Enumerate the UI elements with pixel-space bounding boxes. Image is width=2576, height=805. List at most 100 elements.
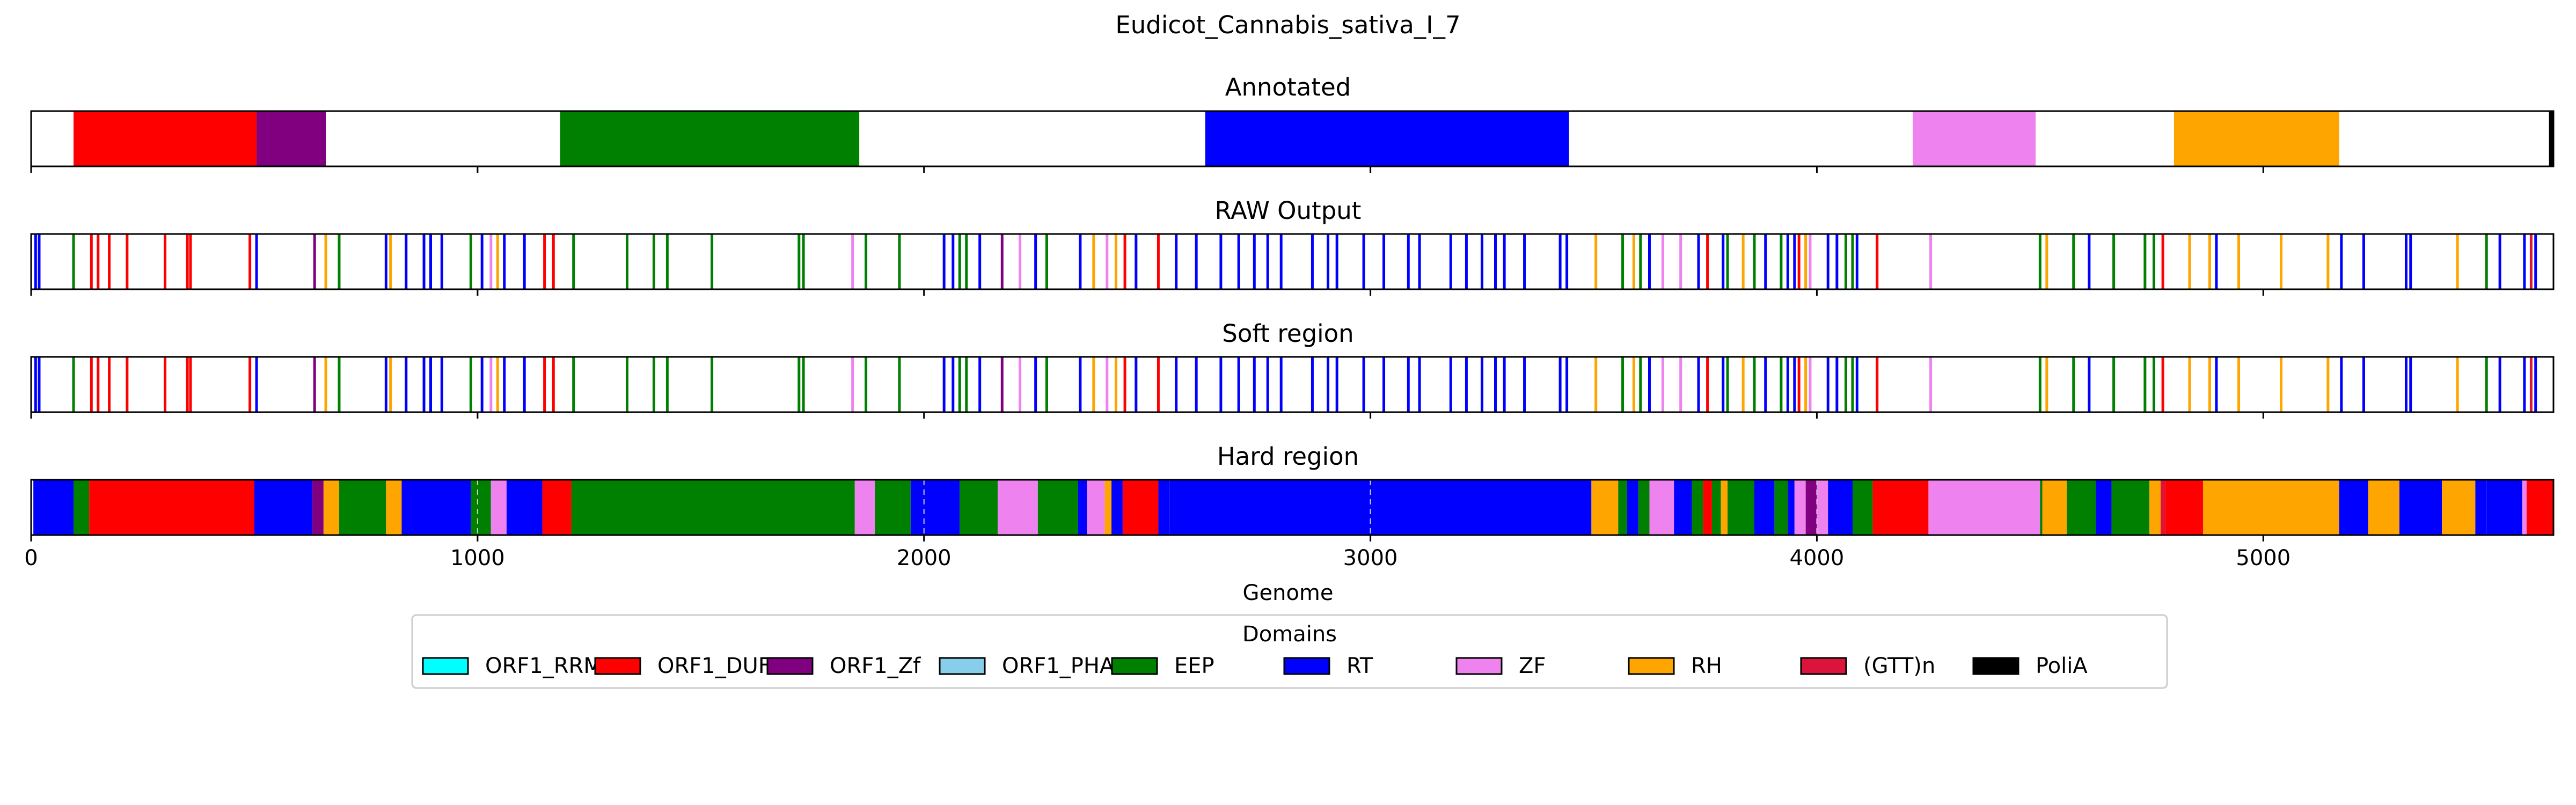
domain-segment: [854, 480, 875, 535]
soft-region-track: [30, 356, 2555, 419]
legend-label: (GTT)n: [1863, 654, 1935, 678]
legend-title: Domains: [1242, 622, 1337, 647]
legend-label: ORF1_DUF: [657, 654, 771, 678]
domain-segment: [1703, 480, 1712, 535]
legend-swatch: [1455, 657, 1503, 675]
track-title: Hard region: [1217, 442, 1359, 471]
domain-segment: [471, 480, 491, 535]
domain-segment: [910, 480, 960, 535]
domain-segment: [1037, 480, 1078, 535]
domain-segment: [257, 111, 326, 166]
domain-segment: [2040, 480, 2043, 535]
domain-segment: [401, 480, 471, 535]
domain-segment: [2549, 111, 2553, 166]
x-axis: 0 1000 2000 3000 4000 5000: [24, 546, 2290, 570]
domain-segment: [542, 480, 572, 535]
domain-segment: [89, 480, 254, 535]
figure-title: Eudicot_Cannabis_sativa_I_7: [1115, 11, 1460, 39]
domain-segment: [1872, 480, 1929, 535]
hard-region-track: [30, 479, 2555, 541]
x-axis-label: Genome: [1242, 581, 1333, 605]
domain-segment: [1711, 480, 1721, 535]
domain-segment: [2174, 111, 2339, 166]
legend-swatch: [1111, 657, 1158, 675]
domain-segment: [1692, 480, 1703, 535]
x-tick-label: 4000: [1790, 546, 1845, 570]
domain-segment: [560, 111, 860, 166]
track-frame: [30, 356, 2555, 413]
domain-segment: [1205, 111, 1569, 166]
domain-segment: [1913, 111, 2036, 166]
domain-segment: [1649, 480, 1674, 535]
domain-segment: [1104, 480, 1112, 535]
legend-label: ORF1_PHA: [1002, 654, 1115, 678]
domain-segment: [1638, 480, 1650, 535]
domain-segment: [1728, 480, 1754, 535]
legend-swatch: [1972, 657, 2019, 675]
legend-label: EEP: [1174, 654, 1214, 678]
domain-segment: [1817, 480, 1828, 535]
track-title: Annotated: [1225, 73, 1351, 101]
x-tick-label: 0: [24, 546, 38, 570]
legend-swatch: [422, 657, 469, 675]
domain-segment: [1169, 480, 1592, 535]
legend-swatch: [1628, 657, 1675, 675]
domain-segment: [386, 480, 402, 535]
domain-segment: [997, 480, 1038, 535]
domain-segment: [254, 480, 313, 535]
domain-segment: [1627, 480, 1638, 535]
domain-segment: [491, 480, 507, 535]
domain-segment: [339, 480, 386, 535]
raw-output-track: [30, 233, 2555, 296]
annotated-track: [30, 110, 2555, 173]
domain-segment: [2067, 480, 2096, 535]
domain-segment: [2149, 480, 2161, 535]
domain-segment: [1721, 480, 1728, 535]
domain-segment: [1788, 480, 1795, 535]
legend: Domains ORF1_RRM ORF1_DUF ORF1_Zf ORF1_PHA E…: [411, 614, 2168, 689]
domain-segment: [1805, 480, 1817, 535]
domain-segment: [323, 480, 339, 535]
domain-segment: [1122, 480, 1159, 535]
domain-segment: [875, 480, 911, 535]
domain-segment: [1794, 480, 1806, 535]
legend-swatch: [1800, 657, 1847, 675]
track-frame: [30, 233, 2555, 290]
domain-segment: [2486, 480, 2522, 535]
domain-segment: [1087, 480, 1105, 535]
domain-segment: [960, 480, 998, 535]
domain-segment: [2399, 480, 2442, 535]
domain-segment: [506, 480, 543, 535]
domain-segment: [1111, 480, 1123, 535]
x-tick-label: 3000: [1343, 546, 1398, 570]
domain-segment: [1158, 480, 1170, 535]
domain-segment: [1828, 480, 1853, 535]
legend-swatch: [1283, 657, 1330, 675]
track-title: Soft region: [1222, 319, 1353, 348]
legend-label: RT: [1346, 654, 1373, 678]
domain-segment: [2527, 480, 2553, 535]
domain-segment: [2339, 480, 2368, 535]
x-tick-label: 5000: [2236, 546, 2290, 570]
x-tick-label: 1000: [450, 546, 505, 570]
legend-label: ORF1_Zf: [830, 654, 921, 678]
legend-frame: [411, 614, 2168, 689]
domain-segment: [1674, 480, 1692, 535]
legend-label: ORF1_RRM: [485, 654, 602, 678]
domain-segment: [74, 111, 257, 166]
domain-segment: [1928, 480, 2040, 535]
legend-swatch: [594, 657, 641, 675]
domain-segment: [312, 480, 324, 535]
domain-segment: [2368, 480, 2400, 535]
domain-segment: [1852, 480, 1873, 535]
domain-segment: [2202, 480, 2339, 535]
track-frame: [30, 479, 2555, 536]
legend-swatch: [939, 657, 986, 675]
domain-segment: [74, 480, 90, 535]
domain-segment: [1618, 480, 1627, 535]
domain-segment: [2096, 480, 2112, 535]
domain-segment: [33, 480, 74, 535]
domain-segment: [2475, 480, 2487, 535]
track-frame: [30, 110, 2555, 167]
